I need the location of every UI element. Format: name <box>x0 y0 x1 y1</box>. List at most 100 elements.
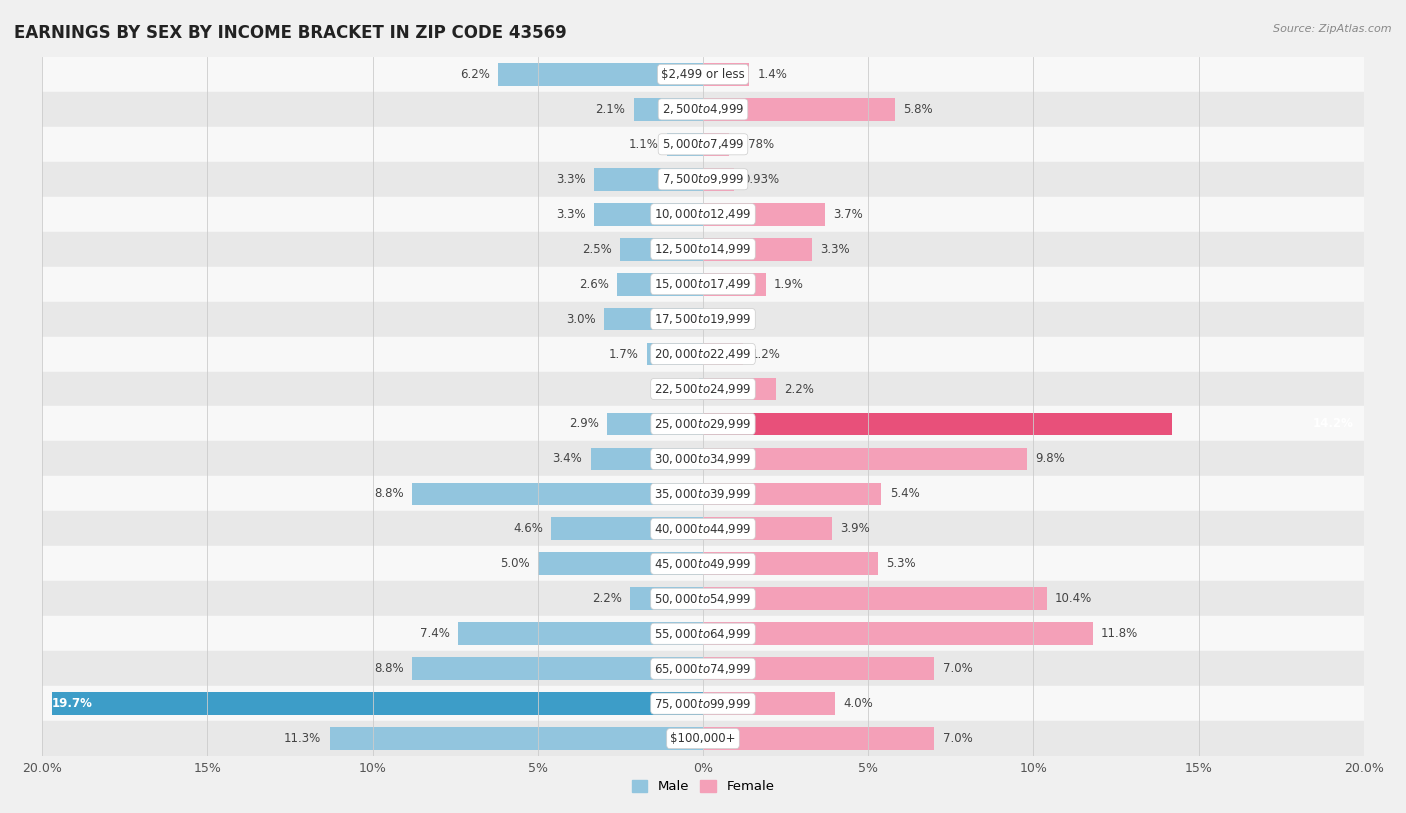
Text: 5.0%: 5.0% <box>501 558 530 570</box>
Bar <box>703 273 766 295</box>
Text: 7.4%: 7.4% <box>420 628 450 640</box>
Bar <box>52 693 703 715</box>
Text: $2,500 to $4,999: $2,500 to $4,999 <box>662 102 744 116</box>
Bar <box>42 546 1364 581</box>
Text: 4.0%: 4.0% <box>844 698 873 710</box>
Text: 3.4%: 3.4% <box>553 453 582 465</box>
Bar <box>703 658 934 680</box>
Text: $12,500 to $14,999: $12,500 to $14,999 <box>654 242 752 256</box>
Text: 2.5%: 2.5% <box>582 243 612 255</box>
Text: $40,000 to $44,999: $40,000 to $44,999 <box>654 522 752 536</box>
Text: 1.4%: 1.4% <box>758 68 787 80</box>
Bar <box>458 623 703 645</box>
Text: $2,499 or less: $2,499 or less <box>661 68 745 80</box>
Text: 2.1%: 2.1% <box>596 103 626 115</box>
Bar <box>412 658 703 680</box>
Text: 3.3%: 3.3% <box>557 208 586 220</box>
Text: 3.3%: 3.3% <box>557 173 586 185</box>
Text: $75,000 to $99,999: $75,000 to $99,999 <box>654 697 752 711</box>
Text: 11.8%: 11.8% <box>1101 628 1139 640</box>
Bar <box>537 553 703 575</box>
Bar <box>42 476 1364 511</box>
Bar <box>647 343 703 365</box>
Text: 3.9%: 3.9% <box>841 523 870 535</box>
Bar <box>412 483 703 505</box>
Bar <box>42 441 1364 476</box>
Text: 5.8%: 5.8% <box>903 103 932 115</box>
Text: $30,000 to $34,999: $30,000 to $34,999 <box>654 452 752 466</box>
Bar <box>42 302 1364 337</box>
Text: 2.2%: 2.2% <box>592 593 621 605</box>
Bar <box>42 511 1364 546</box>
Bar <box>703 343 742 365</box>
Bar <box>42 616 1364 651</box>
Text: 1.7%: 1.7% <box>609 348 638 360</box>
Bar <box>703 553 879 575</box>
Legend: Male, Female: Male, Female <box>626 775 780 798</box>
Bar <box>42 92 1364 127</box>
Bar <box>703 98 894 120</box>
Bar <box>703 168 734 190</box>
Text: 2.9%: 2.9% <box>569 418 599 430</box>
Bar <box>42 197 1364 232</box>
Bar <box>703 483 882 505</box>
Bar <box>42 651 1364 686</box>
Bar <box>703 238 813 260</box>
Bar <box>630 588 703 610</box>
Bar <box>42 581 1364 616</box>
Text: 1.9%: 1.9% <box>775 278 804 290</box>
Bar <box>703 623 1092 645</box>
Text: 3.7%: 3.7% <box>834 208 863 220</box>
Bar <box>42 686 1364 721</box>
Bar <box>703 693 835 715</box>
Bar <box>620 238 703 260</box>
Text: 5.4%: 5.4% <box>890 488 920 500</box>
Bar <box>329 728 703 750</box>
Text: 1.1%: 1.1% <box>628 138 658 150</box>
Text: 1.2%: 1.2% <box>751 348 780 360</box>
Bar <box>498 63 703 85</box>
Text: $50,000 to $54,999: $50,000 to $54,999 <box>654 592 752 606</box>
Text: 11.3%: 11.3% <box>284 733 322 745</box>
Bar <box>699 378 703 400</box>
Bar <box>593 203 703 225</box>
Bar <box>666 133 703 155</box>
Bar <box>703 588 1046 610</box>
Text: 3.3%: 3.3% <box>820 243 849 255</box>
Text: $17,500 to $19,999: $17,500 to $19,999 <box>654 312 752 326</box>
Bar <box>551 518 703 540</box>
Bar <box>617 273 703 295</box>
Bar <box>42 232 1364 267</box>
Text: 4.6%: 4.6% <box>513 523 543 535</box>
Text: Source: ZipAtlas.com: Source: ZipAtlas.com <box>1274 24 1392 34</box>
Text: $15,000 to $17,499: $15,000 to $17,499 <box>654 277 752 291</box>
Bar <box>703 378 776 400</box>
Text: $55,000 to $64,999: $55,000 to $64,999 <box>654 627 752 641</box>
Bar <box>703 413 1173 435</box>
Text: 7.0%: 7.0% <box>942 733 973 745</box>
Bar <box>42 57 1364 92</box>
Text: $25,000 to $29,999: $25,000 to $29,999 <box>654 417 752 431</box>
Text: $22,500 to $24,999: $22,500 to $24,999 <box>654 382 752 396</box>
Text: $5,000 to $7,499: $5,000 to $7,499 <box>662 137 744 151</box>
Bar <box>703 63 749 85</box>
Text: 0.78%: 0.78% <box>737 138 775 150</box>
Text: 5.3%: 5.3% <box>886 558 915 570</box>
Text: $7,500 to $9,999: $7,500 to $9,999 <box>662 172 744 186</box>
Text: 3.0%: 3.0% <box>567 313 596 325</box>
Text: 10.4%: 10.4% <box>1054 593 1092 605</box>
Bar <box>593 168 703 190</box>
Text: 14.2%: 14.2% <box>1313 418 1354 430</box>
Bar <box>703 203 825 225</box>
Bar <box>703 518 832 540</box>
Text: 8.8%: 8.8% <box>374 663 404 675</box>
Text: 6.2%: 6.2% <box>460 68 489 80</box>
Text: 8.8%: 8.8% <box>374 488 404 500</box>
Bar <box>42 406 1364 441</box>
Bar <box>42 337 1364 372</box>
Bar <box>42 267 1364 302</box>
Text: $35,000 to $39,999: $35,000 to $39,999 <box>654 487 752 501</box>
Bar <box>607 413 703 435</box>
Text: 2.2%: 2.2% <box>785 383 814 395</box>
Bar <box>703 728 934 750</box>
